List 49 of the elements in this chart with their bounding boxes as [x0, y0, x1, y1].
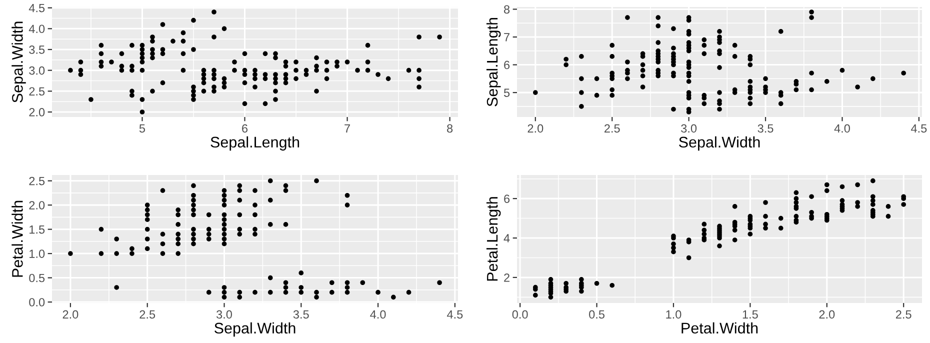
x-tick-label: 1.5 [742, 310, 758, 319]
y-tick-label: 1.0 [30, 250, 45, 258]
y-tick-label: 5 [504, 88, 510, 97]
y-tick-label: 7 [504, 33, 510, 42]
y-axis-title: Petal.Width [12, 200, 23, 277]
x-axis-title: Sepal.Width [679, 136, 760, 151]
x-axis-title: Petal.Width [682, 322, 758, 334]
x-tick-label: 8 [447, 124, 453, 133]
x-tick-label: 7 [344, 124, 350, 132]
y-tick-label: 3.5 [29, 46, 45, 54]
y-tick-label: 8 [504, 5, 510, 14]
x-tick-label: 1.0 [666, 310, 682, 319]
x-axis-title: Sepal.Width [214, 322, 296, 337]
x-tick-label: 5 [139, 124, 146, 133]
y-tick-label: 4.5 [28, 4, 45, 12]
y-tick-label: 1.5 [30, 225, 45, 234]
x-tick-label: 6 [242, 124, 248, 133]
y-tick-label: 6 [504, 60, 510, 70]
y-tick-label: 4.0 [28, 24, 45, 34]
x-tick-label: 0.0 [512, 310, 528, 319]
x-tick-label: 3.0 [216, 310, 232, 319]
x-tick-label: 4.0 [834, 124, 850, 133]
x-tick-label: 3.5 [758, 124, 774, 133]
x-tick-label: 2.0 [528, 124, 544, 133]
y-tick-label: 2.5 [29, 87, 45, 96]
y-tick-label: 2.0 [29, 201, 45, 210]
x-tick-label: 2.5 [140, 310, 156, 319]
y-tick-label: 0.5 [29, 274, 45, 282]
y-tick-label: 4 [504, 234, 510, 242]
x-tick-label: 0.5 [589, 310, 604, 319]
x-tick-label: 2.0 [62, 310, 78, 319]
x-tick-label: 2.5 [896, 310, 912, 319]
x-tick-label: 3.0 [681, 124, 697, 133]
x-tick-label: 4.0 [370, 310, 386, 319]
x-tick-label: 2.0 [819, 310, 835, 319]
y-tick-label: 2.5 [29, 176, 45, 186]
y-tick-label: 6 [504, 194, 510, 203]
x-tick-label: 4.5 [911, 124, 927, 133]
y-tick-label: 0.0 [29, 298, 45, 306]
y-axis-title: Sepal.Length [486, 18, 501, 106]
y-tick-label: 3.0 [29, 66, 45, 75]
x-tick-label: 4.5 [446, 310, 463, 319]
x-tick-label: 2.5 [604, 124, 620, 133]
y-axis-title: Petal.Length [486, 197, 501, 281]
y-tick-label: 2.0 [29, 108, 45, 116]
y-axis-title: Sepal.Width [12, 22, 26, 102]
y-tick-label: 2 [504, 273, 510, 282]
x-tick-label: 3.5 [293, 310, 309, 319]
x-axis-title: Sepal.Length [210, 136, 300, 151]
